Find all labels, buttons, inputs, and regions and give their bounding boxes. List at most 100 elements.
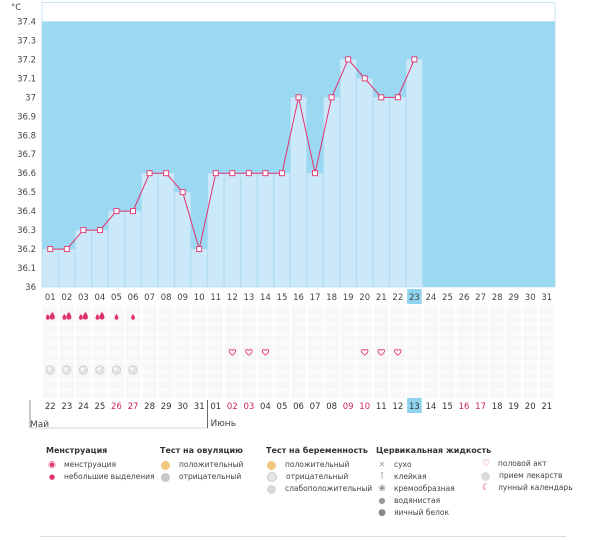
legend-item-ovulation-negative[interactable]: отрицательный: [160, 471, 243, 483]
legend-item-intercourse[interactable]: ♡ половой акт: [481, 459, 547, 469]
cycle-day-number[interactable]: 25: [442, 293, 453, 303]
calendar-date[interactable]: 09: [343, 402, 354, 412]
calendar-date[interactable]: 27: [128, 402, 139, 412]
calendar-date[interactable]: 25: [95, 402, 106, 412]
calendar-date[interactable]: 20: [525, 402, 536, 412]
cycle-day-number[interactable]: 02: [61, 293, 72, 303]
cycle-day-number[interactable]: 06: [128, 293, 139, 303]
legend-item-ovulation-positive[interactable]: положительный: [160, 459, 243, 471]
legend-item-sticky[interactable]: ⊺ клейкая: [376, 471, 491, 483]
temperature-point[interactable]: [279, 170, 285, 177]
menstruation-drop-icon[interactable]: [82, 312, 88, 320]
calendar-date[interactable]: 14: [426, 402, 437, 412]
legend-item-spotting[interactable]: ● небольшие выделения: [46, 471, 155, 483]
calendar-date[interactable]: 01: [210, 402, 221, 412]
cycle-day-number[interactable]: 17: [310, 293, 321, 303]
cycle-day-number[interactable]: 26: [459, 293, 470, 303]
menstruation-drop-icon[interactable]: [45, 314, 50, 320]
cycle-day-number[interactable]: 20: [359, 293, 370, 303]
temperature-point[interactable]: [245, 170, 252, 177]
calendar-date[interactable]: 29: [161, 402, 172, 412]
calendar-date[interactable]: 21: [541, 402, 552, 412]
cycle-day-number[interactable]: 23: [409, 293, 420, 303]
cycle-day-number[interactable]: 12: [227, 293, 238, 303]
cycle-day-number[interactable]: 13: [243, 293, 254, 303]
calendar-date[interactable]: 13: [409, 402, 420, 412]
cycle-day-number[interactable]: 01: [45, 293, 56, 303]
calendar-date[interactable]: 24: [78, 402, 89, 412]
calendar-date[interactable]: 11: [376, 402, 387, 412]
calendar-date[interactable]: 04: [260, 402, 271, 412]
legend-item-pregnancy-positive[interactable]: положительный: [266, 459, 372, 471]
cycle-day-number[interactable]: 07: [144, 293, 155, 303]
cycle-day-number[interactable]: 29: [508, 293, 519, 303]
cycle-day-number[interactable]: 28: [492, 293, 503, 303]
calendar-date[interactable]: 03: [243, 402, 254, 412]
temperature-point[interactable]: [262, 170, 269, 177]
heart-icon[interactable]: [394, 349, 402, 356]
cycle-day-number[interactable]: 03: [78, 293, 89, 303]
temperature-point[interactable]: [345, 56, 352, 63]
temperature-point[interactable]: [411, 56, 418, 63]
legend-item-creamy[interactable]: ❀ кремообразная: [376, 483, 491, 495]
temperature-point[interactable]: [96, 227, 103, 234]
legend-item-pregnancy-negative[interactable]: отрицательный: [266, 471, 372, 483]
heart-icon[interactable]: [361, 349, 369, 356]
temperature-point[interactable]: [328, 94, 335, 101]
temperature-point[interactable]: [229, 170, 236, 177]
cycle-day-number[interactable]: 04: [95, 293, 106, 303]
calendar-date[interactable]: 17: [475, 402, 486, 412]
calendar-date[interactable]: 10: [359, 402, 370, 412]
cycle-day-number[interactable]: 14: [260, 293, 271, 303]
legend-item-pregnancy-weak[interactable]: слабоположительный: [266, 483, 372, 495]
calendar-date[interactable]: 15: [442, 402, 453, 412]
temperature-point[interactable]: [130, 208, 136, 215]
legend-item-moon-calendar[interactable]: ☾ лунный календарь: [481, 483, 573, 493]
temperature-point[interactable]: [394, 94, 401, 101]
menstruation-drop-icon[interactable]: [66, 312, 72, 320]
heart-icon[interactable]: [261, 349, 270, 356]
cycle-day-number[interactable]: 11: [210, 293, 221, 303]
cycle-day-number[interactable]: 05: [111, 293, 122, 303]
calendar-date[interactable]: 28: [144, 402, 155, 412]
calendar-date[interactable]: 30: [177, 402, 188, 412]
spotting-drop-icon[interactable]: [131, 314, 135, 320]
calendar-date[interactable]: 08: [326, 402, 337, 412]
calendar-date[interactable]: 19: [508, 402, 519, 412]
cycle-day-number[interactable]: 10: [194, 293, 205, 303]
calendar-date[interactable]: 22: [45, 402, 56, 412]
legend-item-watery[interactable]: ● водянистая: [376, 495, 491, 507]
cycle-day-number[interactable]: 19: [343, 293, 354, 303]
cycle-day-number[interactable]: 16: [293, 293, 304, 303]
calendar-date[interactable]: 12: [392, 402, 403, 412]
menstruation-drop-icon[interactable]: [99, 312, 105, 320]
menstruation-drop-icon[interactable]: [49, 312, 55, 320]
temperature-point[interactable]: [312, 170, 319, 177]
cycle-day-number[interactable]: 15: [277, 293, 288, 303]
heart-icon[interactable]: [228, 349, 236, 356]
temperature-point[interactable]: [80, 227, 87, 234]
legend-item-menstruation[interactable]: ◉ менструация: [46, 459, 155, 471]
heart-icon[interactable]: [245, 349, 253, 356]
calendar-date[interactable]: 18: [492, 402, 503, 412]
temperature-point[interactable]: [378, 94, 385, 101]
calendar-date[interactable]: 26: [111, 402, 122, 412]
legend-item-dry[interactable]: × сухо: [376, 459, 491, 471]
calendar-date[interactable]: 06: [293, 402, 304, 412]
cycle-day-number[interactable]: 09: [177, 293, 188, 303]
cycle-day-number[interactable]: 21: [376, 293, 387, 303]
spotting-drop-icon[interactable]: [114, 314, 119, 320]
temperature-point[interactable]: [63, 246, 70, 253]
calendar-date[interactable]: 31: [194, 402, 205, 412]
legend-item-egg-white[interactable]: ● яичный белок: [376, 507, 491, 519]
calendar-date[interactable]: 07: [310, 402, 321, 412]
calendar-date[interactable]: 16: [459, 402, 470, 412]
temperature-point[interactable]: [196, 246, 203, 253]
menstruation-drop-icon[interactable]: [62, 314, 67, 320]
cycle-day-number[interactable]: 27: [475, 293, 486, 303]
temperature-point[interactable]: [361, 75, 368, 82]
calendar-date[interactable]: 02: [227, 402, 238, 412]
temperature-point[interactable]: [179, 189, 186, 196]
cycle-day-number[interactable]: 22: [392, 293, 403, 303]
heart-icon[interactable]: [377, 349, 385, 356]
